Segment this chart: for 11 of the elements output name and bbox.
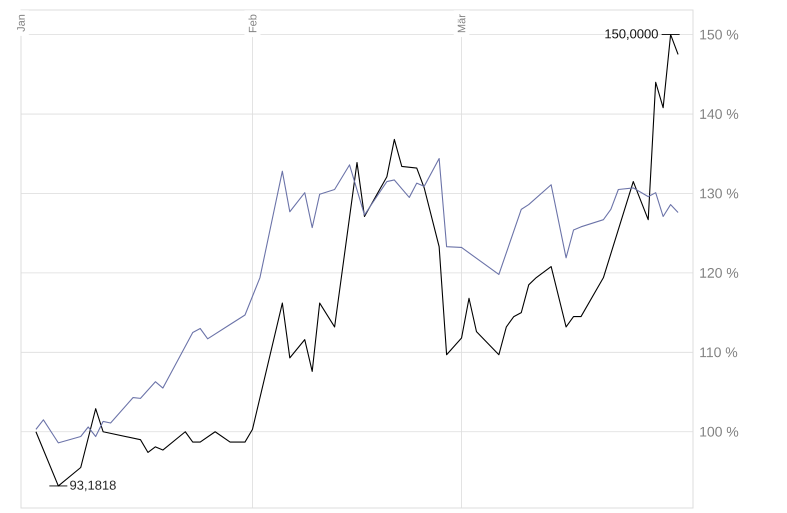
y-tick-label: 130 % — [700, 188, 738, 198]
y-tick-label: 120 % — [700, 268, 738, 278]
y-tick-label: 150 % — [700, 30, 738, 40]
annotation: 150,0000 — [605, 29, 658, 40]
x-tick-label: Feb — [248, 14, 256, 32]
annotation: 93,1818 — [70, 480, 116, 492]
x-tick-label: Jan — [17, 14, 25, 32]
y-tick-label: 140 % — [700, 109, 738, 119]
x-tick-label: Mär — [458, 14, 466, 32]
y-tick-label: 100 % — [700, 426, 738, 437]
y-tick-label: 110 % — [700, 347, 738, 358]
